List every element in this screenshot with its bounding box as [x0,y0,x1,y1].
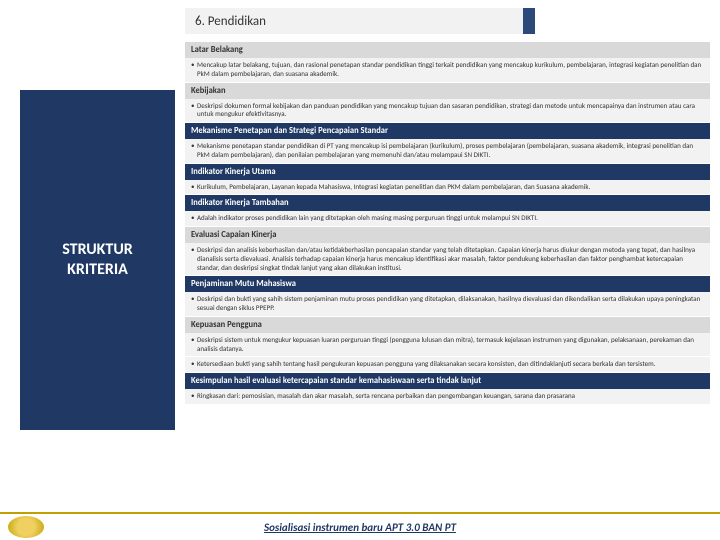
sidebar-line2: KRITERIA [67,260,128,280]
content-area: Latar BelakangMencakup latar belakang, t… [185,42,710,405]
footer-logo-icon [8,516,44,538]
section-header: Mekanisme Penetapan dan Strategi Pencapa… [185,123,710,139]
slide-title: 6. Pendidikan [185,8,535,34]
section-header: Indikator Kinerja Tambahan [185,195,710,211]
section: KebijakanDeskripsi dokumen formal kebija… [185,83,710,123]
section-body: Deskripsi sistem untuk mengukur kepuasan… [185,333,710,357]
sidebar-label: STRUKTUR KRITERIA [20,90,175,430]
section-header: Kepuasan Pengguna [185,317,710,333]
section-header: Indikator Kinerja Utama [185,164,710,180]
section-body: Deskripsi dan analisis keberhasilan dan/… [185,243,710,275]
section: Kepuasan PenggunaDeskripsi sistem untuk … [185,317,710,357]
section: Kesimpulan hasil evaluasi ketercapaian s… [185,373,710,404]
section: Evaluasi Capaian KinerjaDeskripsi dan an… [185,227,710,275]
section-body: Kurikulum, Pembelajaran, Layanan kepada … [185,180,710,195]
section-body: Ringkasan dari: pemosisian, masalah dan … [185,389,710,404]
section-header: Kesimpulan hasil evaluasi ketercapaian s… [185,373,710,389]
section-header: Kebijakan [185,83,710,99]
section: Indikator Kinerja UtamaKurikulum, Pembel… [185,164,710,195]
footer: Sosialisasi instrumen baru APT 3.0 BAN P… [0,512,720,540]
slide-title-text: 6. Pendidikan [195,14,266,29]
section-body: Mencakup latar belakang, tujuan, dan ras… [185,58,710,82]
section-body: Mekanisme penetapan standar pendidikan d… [185,139,710,163]
section-header: Penjaminan Mutu Mahasiswa [185,276,710,292]
section-body: Ketersediaan bukti yang sahih tentang ha… [185,357,710,372]
sidebar-line1: STRUKTUR [62,240,133,260]
section-body: Deskripsi dokumen formal kebijakan dan p… [185,99,710,123]
section: Ketersediaan bukti yang sahih tentang ha… [185,357,710,372]
section: Penjaminan Mutu MahasiswaDeskripsi dan b… [185,276,710,316]
section: Mekanisme Penetapan dan Strategi Pencapa… [185,123,710,163]
section-header: Evaluasi Capaian Kinerja [185,227,710,243]
section-body: Adalah indikator proses pendidikan lain … [185,211,710,226]
section: Latar BelakangMencakup latar belakang, t… [185,42,710,82]
footer-text: Sosialisasi instrumen baru APT 3.0 BAN P… [264,521,456,534]
section-header: Latar Belakang [185,42,710,58]
section: Indikator Kinerja TambahanAdalah indikat… [185,195,710,226]
section-body: Deskripsi dan bukti yang sahih sistem pe… [185,292,710,316]
